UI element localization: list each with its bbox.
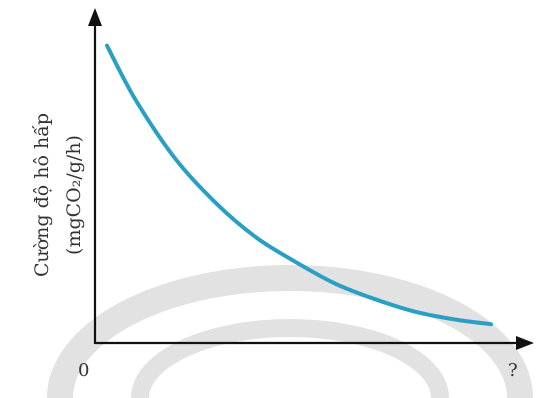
y-axis-label: Cường độ hô hấp (mgCO₂/g/h) bbox=[31, 113, 85, 277]
y-axis-arrowhead bbox=[88, 8, 102, 26]
series-line-0 bbox=[105, 43, 493, 327]
x-axis-label: ? bbox=[508, 360, 518, 381]
axes bbox=[88, 8, 534, 350]
watermark-arc-inner bbox=[131, 319, 449, 398]
series-layer bbox=[105, 43, 493, 327]
x-axis-arrowhead bbox=[516, 336, 534, 350]
y-axis-label-line2: (mgCO₂/g/h) bbox=[63, 135, 85, 255]
origin-label: 0 bbox=[78, 360, 89, 381]
y-axis-label-line1: Cường độ hô hấp bbox=[31, 113, 53, 277]
watermark-arc-outer bbox=[47, 265, 533, 398]
watermark-arcs bbox=[47, 265, 533, 398]
